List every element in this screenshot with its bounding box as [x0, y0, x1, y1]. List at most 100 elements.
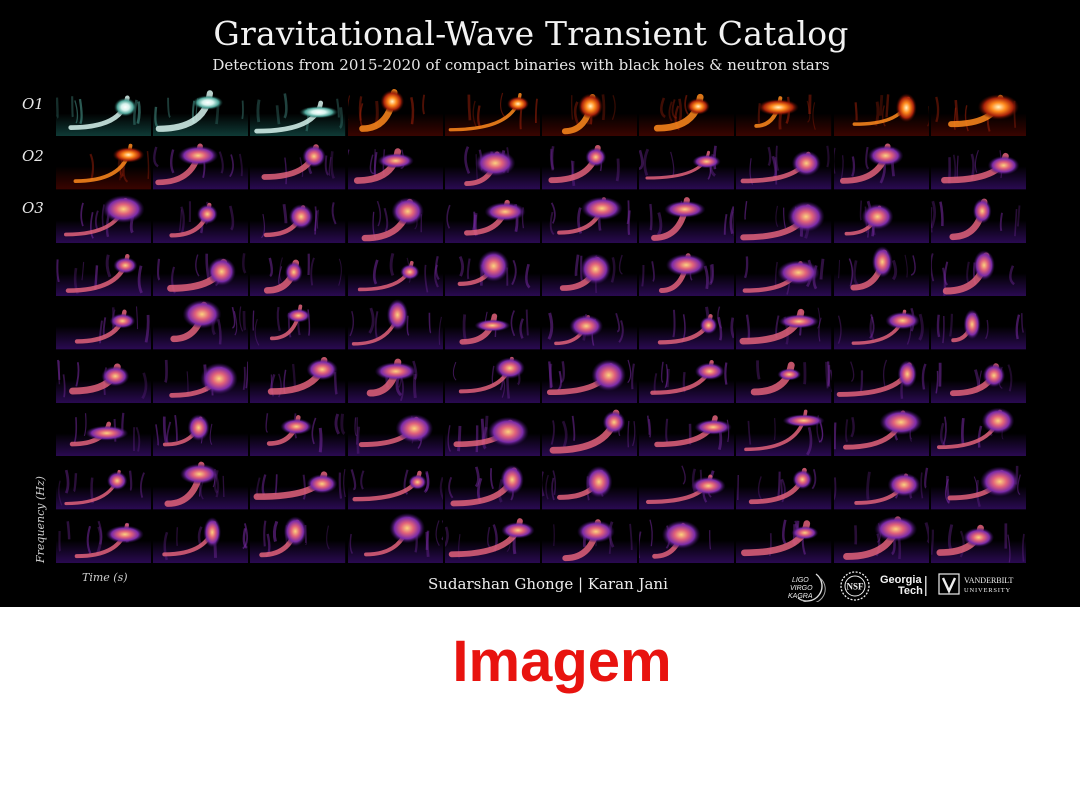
spectrogram-thumbnail	[250, 138, 346, 190]
georgia-tech-logo: Georgia Tech	[880, 574, 927, 597]
spectrogram-thumbnail	[444, 191, 540, 243]
spectrogram-thumbnail	[250, 85, 346, 137]
spectrogram-thumbnail	[347, 85, 443, 137]
spectrogram-thumbnail	[444, 85, 540, 137]
spectrogram-thumbnail	[347, 405, 443, 457]
spectrogram-thumbnail	[444, 245, 540, 297]
spectrogram-thumbnail	[153, 191, 249, 243]
spectrogram-thumbnail	[736, 511, 832, 563]
svg-text:VANDERBILT: VANDERBILT	[964, 576, 1013, 585]
spectrogram-thumbnail	[736, 298, 832, 350]
spectrogram-thumbnail	[444, 138, 540, 190]
spectrogram-thumbnail	[250, 245, 346, 297]
spectrogram-thumbnail	[250, 511, 346, 563]
spectrogram-thumbnail	[639, 245, 735, 297]
svg-text:Tech: Tech	[898, 585, 923, 597]
spectrogram-thumbnail	[639, 511, 735, 563]
frequency-axis-label: Frequency (Hz)	[34, 476, 47, 563]
vanderbilt-logo: VANDERBILT UNIVERSITY	[938, 573, 1013, 595]
spectrogram-thumbnail	[736, 245, 832, 297]
spectrogram-thumbnail	[639, 85, 735, 137]
spectrogram-thumbnail	[56, 511, 152, 563]
svg-text:UNIVERSITY: UNIVERSITY	[964, 587, 1011, 594]
spectrogram-thumbnail	[736, 351, 832, 403]
spectrogram-thumbnail	[736, 191, 832, 243]
spectrogram-thumbnail	[639, 405, 735, 457]
spectrogram-thumbnail	[639, 138, 735, 190]
spectrogram-thumbnail	[153, 351, 249, 403]
spectrogram-thumbnail	[930, 405, 1026, 457]
spectrogram-thumbnail	[930, 458, 1026, 510]
spectrogram-thumbnail	[542, 138, 638, 190]
spectrogram-thumbnail	[347, 138, 443, 190]
spectrogram-thumbnail	[542, 245, 638, 297]
run-label-o3: O3	[22, 199, 44, 217]
spectrogram-thumbnail	[639, 458, 735, 510]
spectrogram-thumbnail	[56, 245, 152, 297]
spectrogram-thumbnail	[930, 351, 1026, 403]
spectrogram-thumbnail	[639, 298, 735, 350]
run-label-o1: O1	[22, 95, 44, 113]
run-label-o2: O2	[22, 147, 44, 165]
spectrogram-thumbnail	[736, 405, 832, 457]
spectrogram-thumbnail	[542, 405, 638, 457]
spectrogram-thumbnail	[736, 85, 832, 137]
spectrogram-thumbnail	[153, 138, 249, 190]
svg-text:LIGO: LIGO	[792, 577, 809, 584]
spectrogram-thumbnail	[56, 298, 152, 350]
time-axis-label: Time (s)	[82, 571, 128, 584]
spectrogram-thumbnail	[833, 458, 929, 510]
spectrogram-thumbnail	[444, 458, 540, 510]
spectrogram-thumbnail	[930, 138, 1026, 190]
spectrogram-thumbnail	[736, 138, 832, 190]
spectrogram-thumbnail	[250, 191, 346, 243]
spectrogram-thumbnail	[833, 138, 929, 190]
spectrogram-thumbnail	[153, 405, 249, 457]
logo-strip: LIGO VIRGO KAGRA NSF Georgia Tech VANDER…	[786, 570, 1031, 602]
spectrogram-thumbnail	[250, 405, 346, 457]
spectrogram-thumbnail	[347, 298, 443, 350]
spectrogram-thumbnail	[347, 511, 443, 563]
spectrogram-thumbnail	[833, 191, 929, 243]
spectrogram-thumbnail	[736, 458, 832, 510]
spectrogram-thumbnail	[444, 405, 540, 457]
spectrogram-thumbnail	[347, 458, 443, 510]
spectrogram-thumbnail	[930, 245, 1026, 297]
spectrogram-thumbnail	[444, 511, 540, 563]
svg-text:KAGRA: KAGRA	[788, 593, 813, 600]
spectrogram-thumbnail	[833, 351, 929, 403]
spectrogram-thumbnail	[542, 298, 638, 350]
spectrogram-thumbnail	[542, 511, 638, 563]
spectrogram-thumbnail	[153, 511, 249, 563]
nsf-logo: NSF	[840, 571, 870, 601]
svg-text:NSF: NSF	[846, 582, 864, 592]
spectrogram-thumbnail	[153, 298, 249, 350]
spectrogram-thumbnail	[542, 85, 638, 137]
spectrogram-thumbnail	[347, 245, 443, 297]
spectrogram-thumbnail	[153, 245, 249, 297]
authors: Sudarshan Ghonge | Karan Jani	[428, 575, 668, 593]
spectrogram-thumbnail	[153, 458, 249, 510]
spectrogram-thumbnail	[930, 191, 1026, 243]
spectrogram-thumbnail	[833, 298, 929, 350]
spectrogram-thumbnail	[930, 298, 1026, 350]
spectrogram-thumbnail	[56, 351, 152, 403]
ligo-virgo-kagra-logo: LIGO VIRGO KAGRA	[788, 573, 826, 602]
spectrogram-thumbnail	[930, 511, 1026, 563]
caption-imagem: Imagem	[452, 629, 672, 694]
spectrogram-thumbnail	[444, 351, 540, 403]
spectrogram-thumbnail	[542, 458, 638, 510]
spectrogram-grid	[56, 85, 1026, 563]
svg-text:VIRGO: VIRGO	[790, 585, 813, 592]
spectrogram-thumbnail	[153, 85, 249, 137]
spectrogram-thumbnail	[444, 298, 540, 350]
svg-text:Georgia: Georgia	[880, 574, 922, 586]
spectrogram-thumbnail	[250, 458, 346, 510]
spectrogram-thumbnail	[250, 351, 346, 403]
poster-subtitle: Detections from 2015-2020 of compact bin…	[212, 56, 830, 74]
spectrogram-thumbnail	[542, 351, 638, 403]
spectrogram-thumbnail	[56, 405, 152, 457]
spectrogram-thumbnail	[56, 85, 152, 137]
spectrogram-thumbnail	[347, 351, 443, 403]
spectrogram-thumbnail	[250, 298, 346, 350]
